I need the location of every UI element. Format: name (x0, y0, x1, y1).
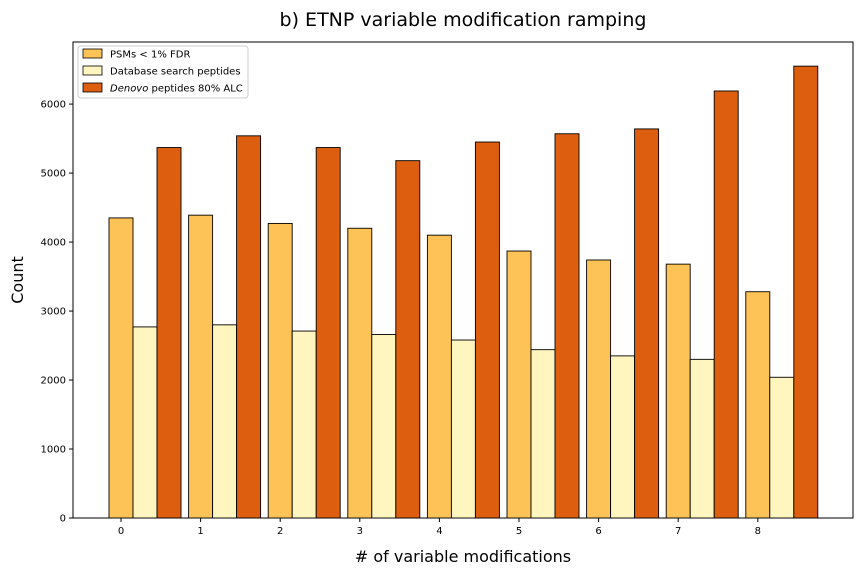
y-axis-label: Count (8, 256, 27, 304)
x-tick-label: 3 (357, 526, 363, 537)
x-tick-label: 0 (118, 526, 124, 537)
bar-3-cat-1 (236, 135, 262, 519)
legend: PSMs < 1% FDR Database search peptides Den… (77, 45, 249, 99)
bar-1-cat-4 (426, 234, 452, 519)
y-tick-label: 0 (60, 514, 66, 525)
bar-2-cat-4 (450, 339, 476, 519)
bar-2-cat-0 (132, 326, 158, 519)
y-axis-ticks: 0 1000 2000 3000 4000 5000 6000 (41, 100, 73, 525)
legend-swatch (82, 48, 103, 59)
bar-3-cat-4 (474, 141, 500, 519)
bar-2-cat-5 (530, 349, 556, 519)
bar-3-cat-8 (793, 65, 819, 519)
x-tick-label: 1 (197, 526, 203, 537)
y-tick-label: 3000 (41, 307, 66, 318)
bar-1-cat-3 (347, 227, 373, 519)
legend-box (77, 45, 249, 99)
x-tick-label: 6 (595, 526, 601, 537)
legend-swatch (82, 82, 103, 93)
bar-3-cat-2 (315, 147, 341, 519)
x-tick-label: 8 (755, 526, 761, 537)
x-axis-label: # of variable modifications (355, 547, 571, 566)
y-tick-label: 1000 (41, 445, 66, 456)
bar-1-cat-7 (665, 263, 691, 519)
y-tick-label: 4000 (41, 238, 66, 249)
y-tick-label: 5000 (41, 169, 66, 180)
legend-swatch (82, 65, 103, 76)
x-tick-label: 5 (516, 526, 522, 537)
bar-3-cat-7 (713, 90, 739, 519)
bar-1-cat-5 (506, 250, 532, 519)
legend-label: PSMs < 1% FDR (110, 50, 190, 61)
bars-layer (108, 65, 819, 519)
x-tick-label: 2 (277, 526, 283, 537)
bar-1-cat-2 (267, 222, 293, 519)
bar-2-cat-2 (291, 330, 317, 519)
bar-1-cat-0 (108, 217, 134, 519)
bar-3-cat-0 (156, 147, 182, 519)
y-tick-label: 6000 (41, 100, 66, 111)
bar-2-cat-8 (769, 376, 795, 519)
bar-2-cat-1 (212, 324, 238, 519)
bar-2-cat-3 (371, 334, 397, 519)
bar-3-cat-5 (554, 133, 580, 519)
bar-1-cat-6 (586, 259, 612, 519)
bar-2-cat-6 (610, 355, 636, 519)
bar-1-cat-1 (188, 214, 214, 519)
legend-label: Database search peptides (110, 67, 241, 78)
legend-label: Denovo peptides 80% ALC (110, 84, 243, 95)
bar-1-cat-8 (745, 291, 771, 519)
x-axis-ticks: 0 1 2 3 4 5 6 7 8 (118, 518, 761, 537)
bar-2-cat-7 (689, 358, 715, 519)
chart-title: b) ETNP variable modification ramping (280, 9, 647, 31)
bar-3-cat-6 (634, 128, 660, 519)
bar-3-cat-3 (395, 160, 421, 519)
x-tick-label: 7 (675, 526, 681, 537)
y-tick-label: 2000 (41, 376, 66, 387)
x-tick-label: 4 (436, 526, 442, 537)
